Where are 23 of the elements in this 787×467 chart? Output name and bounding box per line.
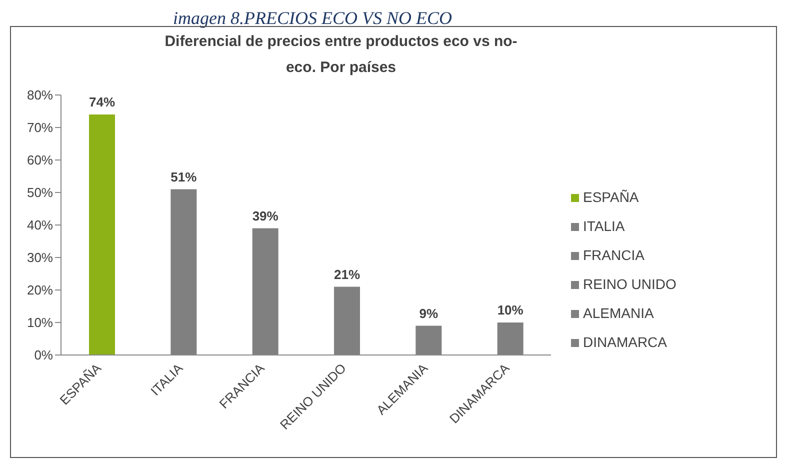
y-tick-label: 80% xyxy=(26,88,54,103)
legend-label: DINAMARCA xyxy=(583,334,668,350)
y-tick-label: 30% xyxy=(26,250,54,266)
data-label: 9% xyxy=(419,306,438,321)
y-tick-label: 20% xyxy=(26,282,54,298)
y-tick-label: 40% xyxy=(26,218,54,233)
y-tick-label: 60% xyxy=(26,152,54,168)
data-label: 10% xyxy=(497,302,524,318)
data-label: 39% xyxy=(252,208,279,224)
chart-title: Diferencial de precios entre productos eco vs no-eco. Por países xyxy=(164,32,518,78)
legend-label: ESPAÑA xyxy=(583,189,639,205)
y-tick-label: 70% xyxy=(26,120,54,136)
text: imagen 8.PRECIOS ECO VS NO ECO xyxy=(173,8,452,29)
legend-label: ALEMANIA xyxy=(583,305,654,321)
legend-label: ITALIA xyxy=(583,218,625,234)
y-tick-label: 50% xyxy=(26,185,54,200)
legend-label: REINO UNIDO xyxy=(583,276,676,292)
data-label: 51% xyxy=(170,169,198,184)
data-label: 74% xyxy=(88,94,116,110)
y-tick-label: 10% xyxy=(26,315,54,330)
y-tick-label: 0% xyxy=(34,348,54,363)
data-label: 21% xyxy=(334,266,360,282)
legend-label: FRANCIA xyxy=(583,247,644,263)
